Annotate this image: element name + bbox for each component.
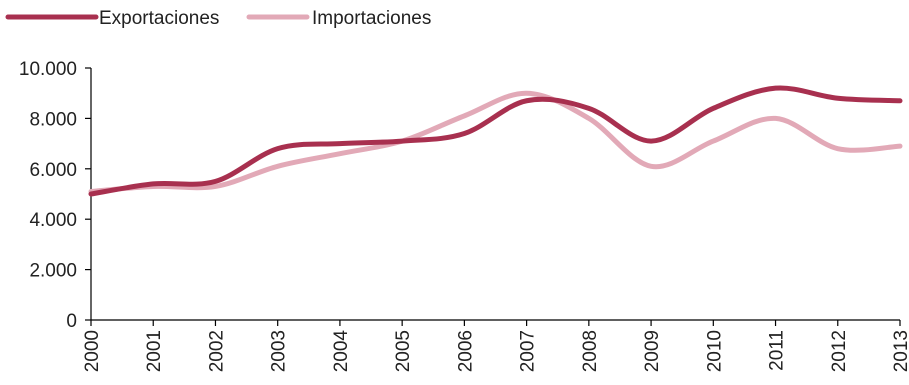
series-line-exportaciones <box>88 85 903 197</box>
y-tick-label: 8.000 <box>29 109 77 130</box>
y-tick-label: 6.000 <box>29 160 77 181</box>
axes <box>90 68 900 321</box>
x-tick-label: 2003 <box>269 330 290 372</box>
x-ticks: 2000 2001 2002 2003 2004 2005 2006 2007 2008 2009… <box>82 320 909 372</box>
x-tick-label: 2008 <box>580 330 601 372</box>
y-tick-label: 4.000 <box>29 210 77 231</box>
x-tick-label: 2012 <box>829 330 850 372</box>
x-tick-label: 2000 <box>82 330 103 372</box>
x-tick-label: 2009 <box>642 330 663 372</box>
y-tick-label: 0 <box>66 311 77 332</box>
x-tick-label: 2010 <box>704 330 725 372</box>
series-lines <box>88 85 903 197</box>
legend: Exportaciones Importaciones <box>5 8 431 29</box>
x-tick-label: 2006 <box>455 330 476 372</box>
x-tick-label: 2004 <box>331 330 352 373</box>
x-tick-label: 2002 <box>206 330 227 372</box>
y-ticks: 0 2.000 4.000 6.000 8.000 10.000 <box>19 59 91 332</box>
legend-label-exportaciones: Exportaciones <box>99 8 219 29</box>
y-tick-label: 10.000 <box>19 59 77 80</box>
y-tick-label: 2.000 <box>29 261 77 282</box>
legend-label-importaciones: Importaciones <box>312 8 431 29</box>
series-line-importaciones <box>88 90 903 194</box>
x-tick-label: 2007 <box>518 330 539 372</box>
x-tick-label: 2013 <box>891 330 909 372</box>
x-tick-label: 2005 <box>393 330 414 372</box>
x-tick-label: 2001 <box>144 330 165 372</box>
x-tick-label: 2011 <box>767 330 788 371</box>
